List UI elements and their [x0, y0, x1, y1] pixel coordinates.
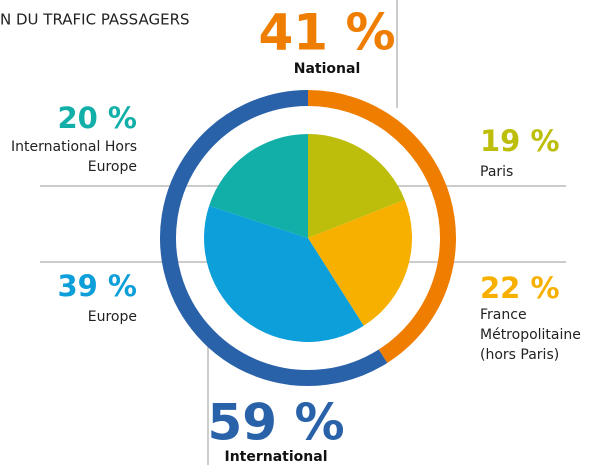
category-label: France Métropolitaine (hors Paris) [480, 307, 581, 363]
pie-slice [308, 134, 405, 238]
category-label: International [224, 449, 328, 465]
ring-segment [307, 90, 456, 363]
pie-slice [204, 205, 364, 342]
value-label: 59 % [207, 394, 344, 452]
value-label: 20 % [57, 101, 137, 135]
category-label: International Hors Europe [11, 139, 137, 175]
value-label: 41 % [258, 4, 395, 62]
pie-slice [308, 199, 412, 326]
ring-segment [160, 90, 388, 386]
category-label: Europe [87, 309, 137, 325]
chart-title: N DU TRAFIC PASSAGERS [0, 11, 190, 29]
value-label: 39 % [57, 269, 137, 303]
value-label: 22 % [480, 271, 560, 305]
category-label: National [293, 61, 361, 77]
value-label: 19 % [480, 124, 560, 158]
pie-slice [209, 134, 308, 238]
category-label: Paris [480, 164, 514, 180]
